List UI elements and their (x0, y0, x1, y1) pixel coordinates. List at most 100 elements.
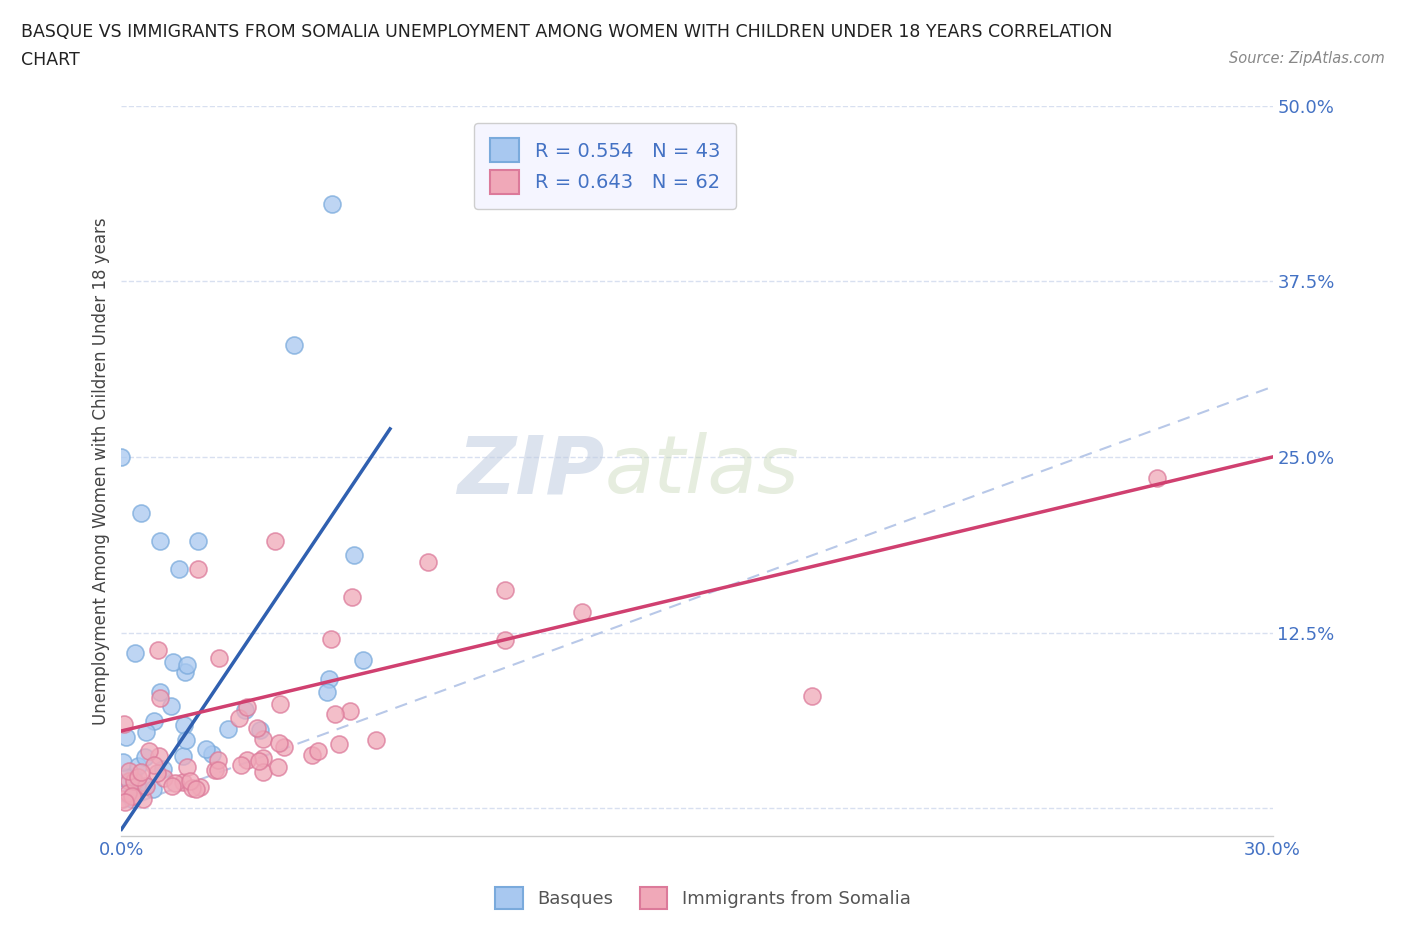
Point (111, 791, 134, 806)
Point (283, 337, 305, 352)
Point (131, 791, 153, 806)
Point (418, 555, 440, 570)
Text: atlas: atlas (605, 432, 800, 510)
Point (325, 706, 347, 721)
Point (249, 723, 271, 737)
Point (273, 739, 295, 754)
Point (173, 718, 195, 733)
Point (174, 732, 197, 747)
Point (269, 697, 291, 711)
Point (149, 684, 172, 699)
Text: ZIP: ZIP (457, 432, 605, 510)
Point (184, 781, 207, 796)
Point (111, 754, 134, 769)
Point (252, 764, 274, 779)
Point (231, 758, 253, 773)
Point (162, 655, 184, 670)
Point (125, 779, 148, 794)
Point (176, 760, 198, 775)
Point (494, 583, 516, 598)
Point (266, 759, 288, 774)
Point (160, 778, 183, 793)
Point (318, 671, 340, 686)
Point (264, 534, 287, 549)
Point (228, 711, 250, 725)
Point (366, 732, 388, 747)
Point (115, 730, 138, 745)
Point (307, 743, 329, 758)
Point (149, 534, 172, 549)
Point (134, 778, 156, 793)
Point (236, 752, 259, 767)
Point (124, 788, 146, 803)
Point (187, 562, 209, 577)
Point (149, 690, 172, 705)
Point (339, 703, 361, 718)
Point (127, 758, 149, 773)
Point (112, 716, 135, 731)
Point (114, 794, 136, 809)
Text: Source: ZipAtlas.com: Source: ZipAtlas.com (1229, 51, 1385, 66)
Point (207, 752, 229, 767)
Point (801, 688, 824, 703)
Point (176, 658, 198, 672)
Point (571, 604, 593, 619)
Point (343, 548, 366, 563)
Text: CHART: CHART (21, 51, 80, 69)
Point (179, 774, 201, 789)
Point (207, 763, 229, 777)
Point (114, 785, 136, 800)
Point (114, 770, 136, 785)
Point (121, 789, 143, 804)
Point (172, 775, 194, 790)
Point (127, 769, 149, 784)
Point (129, 506, 152, 521)
Point (122, 770, 145, 785)
Point (134, 750, 156, 764)
Point (190, 779, 212, 794)
Point (235, 699, 257, 714)
Point (252, 751, 274, 765)
Point (181, 781, 204, 796)
Point (124, 785, 146, 800)
Point (152, 761, 174, 776)
Point (146, 766, 169, 781)
Point (110, 449, 132, 464)
Point (233, 702, 256, 717)
Point (269, 735, 291, 750)
Point (321, 196, 343, 211)
Point (135, 724, 157, 739)
Point (163, 776, 186, 790)
Point (187, 534, 209, 549)
Point (247, 754, 270, 769)
Point (252, 732, 274, 747)
Point (117, 786, 139, 801)
Point (245, 721, 267, 736)
Point (146, 643, 169, 658)
Point (122, 774, 145, 789)
Point (129, 764, 152, 779)
Point (494, 632, 516, 647)
Point (172, 748, 194, 763)
Legend: Basques, Immigrants from Somalia: Basques, Immigrants from Somalia (488, 880, 918, 916)
Point (118, 764, 141, 778)
Legend: R = 0.554   N = 43, R = 0.643   N = 62: R = 0.554 N = 43, R = 0.643 N = 62 (474, 123, 735, 209)
Point (143, 757, 166, 772)
Point (174, 665, 197, 680)
Point (122, 789, 145, 804)
Point (124, 645, 146, 660)
Point (148, 749, 170, 764)
Point (315, 684, 337, 699)
Point (201, 747, 224, 762)
Point (142, 713, 165, 728)
Point (208, 650, 231, 665)
Point (319, 631, 342, 646)
Point (138, 743, 160, 758)
Point (135, 778, 157, 793)
Point (195, 741, 218, 756)
Point (352, 652, 374, 667)
Point (122, 789, 145, 804)
Point (217, 722, 239, 737)
Point (301, 748, 323, 763)
Point (160, 699, 183, 714)
